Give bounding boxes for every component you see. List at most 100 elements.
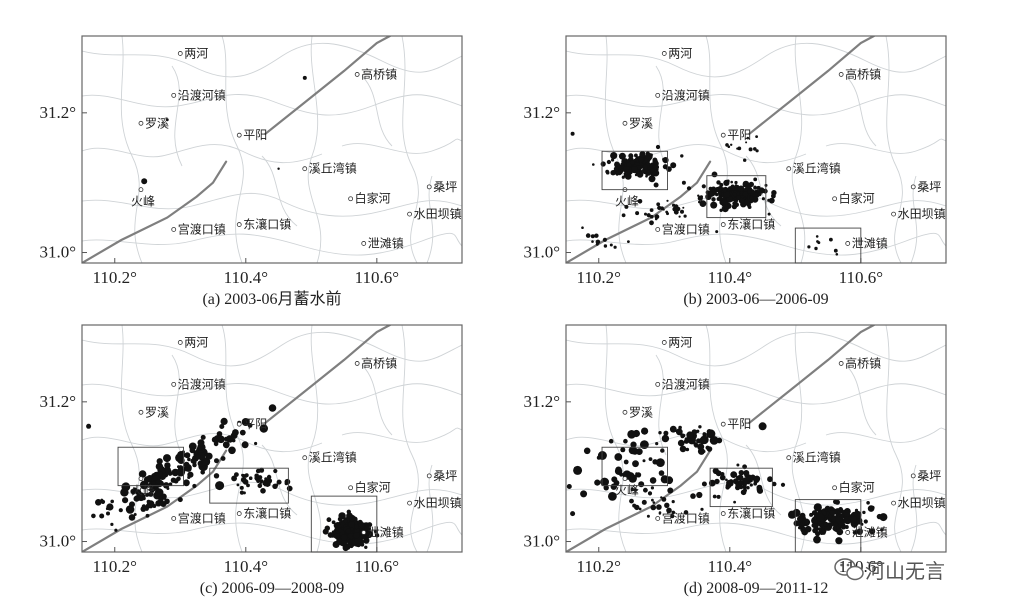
earthquake-dot	[133, 513, 137, 516]
river-line	[221, 36, 244, 263]
town-marker	[138, 120, 144, 126]
earthquake-dot	[816, 513, 825, 522]
earthquake-dot	[128, 514, 136, 521]
watermark: 河山无言	[834, 558, 945, 583]
earthquake-dot	[130, 488, 137, 495]
earthquake-dot	[869, 528, 876, 535]
town-marker	[426, 473, 432, 479]
earthquake-dot	[647, 491, 653, 496]
earthquake-dot	[686, 431, 694, 439]
earthquake-dot	[214, 458, 219, 464]
earthquake-dot	[354, 524, 359, 530]
earthquake-dot	[666, 166, 672, 172]
town-marker	[910, 184, 916, 190]
earthquake-dot	[733, 197, 737, 201]
town-marker	[832, 196, 838, 202]
town-marker	[236, 421, 242, 427]
earthquake-dot	[813, 503, 822, 512]
town-marker	[720, 222, 726, 227]
y-tick-label: 31.0°	[523, 532, 560, 551]
earthquake-dot	[814, 246, 818, 251]
earthquake-dot	[850, 516, 857, 523]
earthquake-dot	[646, 514, 650, 518]
earthquake-dot	[637, 156, 644, 163]
earthquake-dot	[183, 479, 190, 487]
earthquake-dot	[856, 528, 863, 535]
river-line	[82, 42, 462, 78]
earthquake-dot	[683, 438, 689, 444]
earthquake-dot	[699, 200, 707, 208]
earthquake-dot	[690, 440, 694, 444]
town-label: 白家河	[355, 480, 391, 495]
town-label: 水田坝镇	[414, 207, 462, 221]
earthquake-dot	[241, 473, 244, 477]
earthquake-dot	[114, 528, 118, 532]
earthquake-dot	[628, 474, 637, 483]
earthquake-dot	[722, 204, 726, 208]
earthquake-dot	[95, 499, 102, 506]
caption-a: (a) 2003-06月蓄水前	[202, 290, 341, 308]
earthquake-dot	[649, 168, 655, 173]
earthquake-dot	[144, 482, 149, 486]
town-label: 桑坪	[433, 469, 457, 483]
river-line	[82, 433, 323, 453]
earthquake-dot	[165, 468, 172, 475]
town-marker	[236, 511, 242, 516]
town-marker	[720, 132, 726, 138]
earthquake-dot	[341, 534, 348, 541]
town-marker	[171, 227, 177, 232]
earthquake-dot	[650, 504, 657, 511]
earthquake-dot	[605, 170, 610, 175]
y-tick-label: 31.2°	[39, 103, 76, 122]
earthquake-dot	[635, 448, 643, 455]
town-marker	[661, 51, 667, 56]
town-marker	[910, 473, 916, 479]
earthquake-dot	[259, 479, 264, 484]
earthquake-dot	[145, 513, 150, 518]
town-marker	[720, 421, 726, 427]
earthquake-dot	[745, 141, 748, 144]
earthquake-dot	[200, 434, 206, 440]
river-line	[307, 325, 322, 552]
earthquake-dot	[698, 200, 701, 204]
town-label: 火峰	[615, 484, 639, 498]
town-label: 两河	[668, 335, 692, 349]
earthquake-dot	[738, 480, 744, 486]
town-label: 平阳	[243, 128, 267, 142]
earthquake-dot	[835, 537, 843, 545]
earthquake-dot	[862, 510, 866, 515]
earthquake-dot	[141, 178, 148, 185]
earthquake-dot	[603, 485, 609, 491]
river-line	[885, 36, 903, 263]
town-marker	[236, 222, 242, 227]
earthquake-dot	[662, 157, 666, 161]
earthquake-dot	[667, 487, 674, 494]
earthquake-dot	[193, 460, 197, 465]
earthquake-dot	[711, 171, 718, 178]
earthquake-dot	[630, 487, 635, 492]
town-label: 白家河	[355, 191, 391, 206]
town-label: 宫渡口镇	[178, 221, 226, 236]
town-label: 东瀼口镇	[243, 506, 291, 521]
town-label: 火峰	[131, 195, 155, 209]
earthquake-dot	[177, 465, 180, 469]
earthquake-dot	[266, 478, 273, 484]
town-marker	[845, 530, 851, 535]
earthquake-dot	[583, 447, 591, 455]
earthquake-dot	[624, 204, 629, 209]
y-tick-label: 31.2°	[39, 392, 76, 411]
earthquake-dot	[110, 499, 114, 504]
town-label: 沿渡河镇	[178, 87, 226, 102]
earthquake-dot	[142, 496, 146, 501]
town-marker	[177, 340, 183, 345]
town-label: 平阳	[727, 417, 751, 431]
town-label: 两河	[668, 46, 692, 60]
earthquake-dot	[610, 170, 616, 176]
earthquake-dot	[241, 441, 249, 449]
earthquake-dot	[797, 515, 804, 523]
wechat-icon	[834, 558, 864, 581]
earthquake-dot	[853, 512, 858, 517]
town-label: 桑坪	[917, 180, 941, 194]
river-line	[82, 232, 462, 256]
earthquake-dot	[678, 215, 681, 218]
